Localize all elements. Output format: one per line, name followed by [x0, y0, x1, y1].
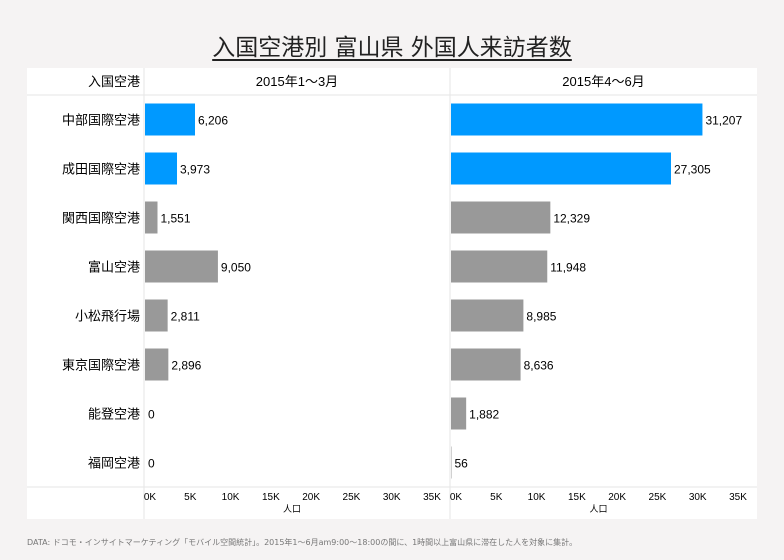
- data-label: 8,985: [526, 310, 556, 324]
- data-label: 1,882: [469, 408, 499, 422]
- bar: [451, 299, 524, 332]
- x-tick-label: 5K: [184, 492, 197, 503]
- bar: [145, 250, 218, 283]
- x-tick-label: 35K: [423, 492, 441, 503]
- category-label: 福岡空港: [88, 456, 140, 471]
- x-tick-label: 10K: [222, 492, 240, 503]
- bar-chart: 入国空港 2015年1～3月 0K 5K 10K 15K 20K 25K 30K 35K 人口 201…: [27, 68, 757, 519]
- category-label: 成田国際空港: [62, 162, 140, 177]
- bar: [145, 103, 196, 136]
- bar: [451, 397, 467, 430]
- x-tick-label: 25K: [343, 492, 361, 503]
- bar: [145, 348, 169, 381]
- x-tick-label: 15K: [568, 492, 586, 503]
- data-label: 2,811: [171, 310, 200, 324]
- data-label: 3,973: [180, 163, 210, 177]
- bar: [145, 152, 178, 185]
- chart-title: 入国空港別 富山県 外国人来訪者数: [212, 35, 572, 61]
- x-tick-label: 15K: [262, 492, 280, 503]
- bar: [451, 201, 551, 234]
- data-label: 11,948: [550, 261, 586, 275]
- bar: [451, 348, 521, 381]
- category-label: 能登空港: [88, 407, 140, 422]
- data-label: 2,896: [171, 359, 201, 373]
- x-tick-label: 10K: [528, 492, 546, 503]
- x-tick-label: 0K: [144, 492, 157, 503]
- data-label: 31,207: [705, 114, 742, 128]
- series-header: 2015年4～6月: [562, 74, 644, 89]
- chart-panel: 入国空港 2015年1～3月 0K 5K 10K 15K 20K 25K 30K 35K 人口 201…: [27, 68, 757, 519]
- data-label: 27,305: [674, 163, 711, 177]
- series-header: 2015年1～3月: [256, 74, 338, 89]
- x-tick-label: 20K: [302, 492, 320, 503]
- category-label: 中部国際空港: [62, 113, 140, 128]
- category-label: 小松飛行場: [75, 309, 140, 324]
- x-axis-label: 人口: [283, 504, 301, 514]
- data-label: 6,206: [198, 114, 228, 128]
- x-axis-label: 人口: [589, 504, 607, 514]
- x-tick-label: 25K: [649, 492, 667, 503]
- x-tick-label: 30K: [383, 492, 401, 503]
- bar: [145, 201, 158, 234]
- x-tick-label: 0K: [450, 492, 463, 503]
- x-tick-label: 5K: [490, 492, 503, 503]
- x-tick-label: 35K: [729, 492, 747, 503]
- data-label: 1,551: [160, 212, 190, 226]
- bar: [451, 250, 548, 283]
- data-label: 56: [454, 457, 468, 471]
- bar: [451, 103, 703, 136]
- x-tick-label: 20K: [608, 492, 626, 503]
- category-label: 東京国際空港: [62, 358, 140, 373]
- bar: [451, 152, 672, 185]
- data-label: 8,636: [524, 359, 554, 373]
- category-label: 富山空港: [88, 260, 140, 275]
- data-source-footer: DATA: ドコモ・インサイトマーケティング「モバイル空間統計」。2015年1～…: [27, 538, 578, 547]
- data-label: 12,329: [553, 212, 590, 226]
- x-tick-label: 30K: [689, 492, 707, 503]
- row-header: 入国空港: [88, 74, 140, 89]
- data-label: 9,050: [221, 261, 251, 275]
- data-label: 0: [148, 457, 155, 471]
- category-label: 関西国際空港: [62, 211, 140, 226]
- bar: [145, 299, 168, 332]
- data-label: 0: [148, 408, 155, 422]
